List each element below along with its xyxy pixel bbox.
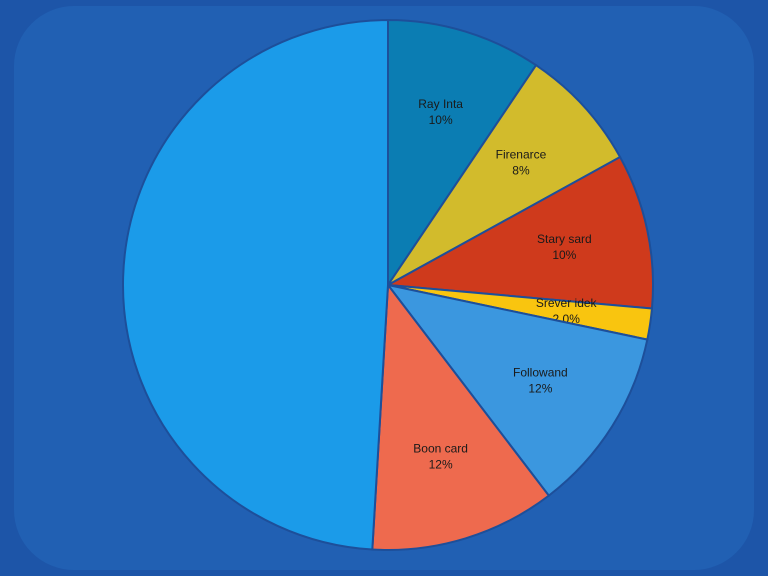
- slice-value-label: 12%: [528, 381, 552, 395]
- slice-value-label: 12%: [429, 458, 453, 472]
- slice-value-label: 8%: [512, 164, 530, 178]
- pie-slice: [385, 283, 649, 498]
- slice-label: Stary sard: [537, 232, 592, 246]
- pie-slice: [384, 155, 654, 310]
- pie-slice: [371, 282, 551, 551]
- pie-slice: [387, 18, 538, 289]
- slice-label: Srever idek: [536, 296, 598, 310]
- slice-label: Ray Inta: [418, 97, 463, 111]
- slice-value-label: 10%: [552, 248, 576, 262]
- slice-value-label: 10%: [429, 113, 453, 127]
- pie-slice: [387, 63, 622, 286]
- slice-label: Firenarce: [496, 148, 547, 162]
- pie-slice: [121, 18, 389, 551]
- slice-label: Followand: [513, 365, 568, 379]
- slice-label: Boon card: [413, 442, 468, 456]
